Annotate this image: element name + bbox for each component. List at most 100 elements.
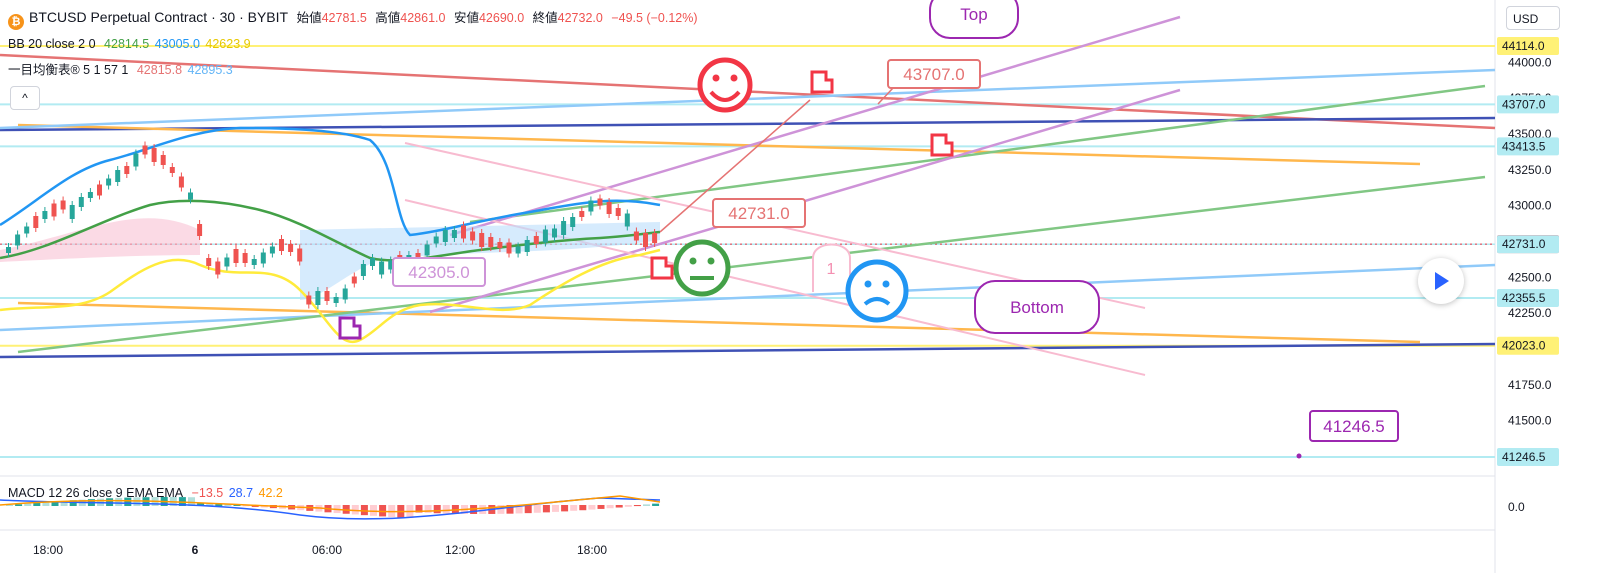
candle-body: [524, 240, 530, 252]
macd-histogram-bar: [242, 505, 250, 507]
candle-body: [6, 247, 11, 253]
ichimoku-legend[interactable]: 一目均衡表® 5 1 57 1 42815.8 42895.3: [8, 62, 238, 78]
candle-body: [233, 249, 239, 263]
candle-body: [415, 253, 421, 259]
price-tick-label: 41750.0: [1508, 378, 1552, 392]
close-value: 42732.0: [557, 11, 603, 25]
macd-histogram-bar: [124, 497, 132, 506]
price-note-43707-label: 43707.0: [903, 65, 964, 84]
candle-body: [479, 233, 485, 247]
currency-selector[interactable]: USD: [1506, 6, 1560, 30]
top-callout-label: Top: [960, 5, 987, 24]
happy-face-icon-eye: [730, 74, 738, 82]
candle-body: [151, 148, 157, 162]
candle-body: [360, 264, 366, 276]
neutral-face-icon-eye: [707, 257, 715, 265]
macd-histogram-bar: [542, 505, 550, 513]
macd-histogram-bar: [442, 505, 450, 514]
collapse-legend-button[interactable]: ^: [10, 86, 40, 110]
candle-body: [178, 176, 184, 188]
candle-body: [606, 202, 612, 214]
bb-lower-value: 42623.9: [205, 37, 251, 51]
pointing-hand-icon: [930, 133, 954, 157]
candle-body: [515, 246, 521, 254]
price-tick-label: 42250.0: [1508, 306, 1552, 320]
macd-histogram-bar: [51, 501, 59, 506]
trend-line: [17, 123, 1421, 166]
price-tag: [1497, 37, 1559, 55]
macd-histogram-bar: [197, 503, 205, 506]
price-tag-label: 42023.0: [1502, 339, 1546, 353]
price-note-42305-label: 42305.0: [408, 263, 469, 282]
sad-face-icon-eye: [882, 280, 890, 288]
candle-body: [342, 288, 348, 300]
play-button[interactable]: [1418, 258, 1464, 304]
price-tick-label: 43000.0: [1508, 199, 1552, 213]
candle-body: [652, 233, 658, 243]
candle-body: [251, 259, 257, 265]
macd-label: MACD 12 26 close 9 EMA EMA: [8, 486, 184, 500]
bitcoin-icon: ₿: [8, 14, 24, 30]
candle-body: [169, 167, 175, 173]
candle-body: [552, 228, 557, 238]
candle-body: [433, 236, 439, 244]
macd-histogram-bar: [69, 500, 77, 506]
candle-body: [142, 145, 148, 155]
price-tag: [1497, 336, 1559, 355]
candle-body: [561, 221, 567, 235]
macd-hist-value: −13.5: [191, 486, 224, 500]
macd-histogram-bar: [24, 503, 32, 506]
macd-line-value: 28.7: [228, 486, 254, 500]
macd-histogram-bar: [479, 505, 487, 514]
macd-legend[interactable]: MACD 12 26 close 9 EMA EMA −13.5 28.7 42…: [8, 485, 288, 501]
candle-body: [87, 192, 93, 198]
macd-histogram-bar: [515, 505, 523, 514]
bb-upper-value: 43005.0: [154, 37, 200, 51]
candle-body: [506, 242, 512, 254]
price-tag-label: 41246.5: [1502, 450, 1546, 464]
sad-face-icon-eye: [864, 280, 872, 288]
candle-body: [370, 258, 375, 266]
macd-histogram-bar: [15, 504, 23, 506]
symbol-title[interactable]: BTCUSD Perpetual Contract · 30 · BYBIT: [29, 9, 289, 25]
change-value: −49.5 (−0.12%): [611, 11, 698, 25]
candle-body: [206, 258, 212, 266]
price-tag-label: 43707.0: [1502, 97, 1546, 111]
candle-body: [260, 252, 266, 264]
macd-histogram-bar: [415, 505, 423, 513]
candle-body: [51, 203, 57, 217]
pointing-hand-icon: [810, 70, 834, 94]
candle-body: [197, 224, 203, 236]
pointing-hand-icon: [338, 316, 362, 340]
candle-body: [442, 230, 448, 242]
candle-body: [597, 198, 603, 206]
price-note-anchor: [1296, 453, 1302, 459]
trend-line: [17, 175, 1486, 354]
macd-signal-value: 42.2: [258, 486, 283, 500]
bb-lower-line: [0, 248, 661, 344]
macd-histogram-bar: [588, 505, 596, 510]
bb-legend[interactable]: BB 20 close 2 0 42814.5 43005.0 42623.9: [8, 36, 256, 52]
time-tick-label: 6: [192, 543, 199, 557]
candle-body: [588, 200, 594, 212]
macd-histogram-bar: [370, 505, 377, 516]
candle-body: [461, 225, 466, 239]
macd-histogram-bar: [579, 505, 587, 511]
ichimoku-cloud-bull: [300, 222, 660, 300]
macd-histogram-bar: [106, 498, 114, 506]
macd-tick-label: 0.0: [1508, 500, 1525, 514]
ichimoku-cloud-bear: [0, 218, 200, 262]
macd-histogram-bar: [633, 505, 641, 507]
candle-body: [324, 291, 330, 301]
ichimoku-value-2: 42895.3: [187, 63, 233, 77]
macd-histogram-bar: [433, 505, 441, 514]
top-callout-box: [929, 0, 1019, 39]
macd-histogram-bar: [424, 505, 432, 513]
macd-histogram-bar: [570, 505, 578, 511]
candle-body: [215, 261, 221, 275]
price-tick-label: 41500.0: [1508, 414, 1552, 428]
neutral-face-icon-eye: [689, 257, 697, 265]
sad-face-icon: [845, 259, 909, 323]
macd-histogram-bar: [379, 505, 387, 517]
